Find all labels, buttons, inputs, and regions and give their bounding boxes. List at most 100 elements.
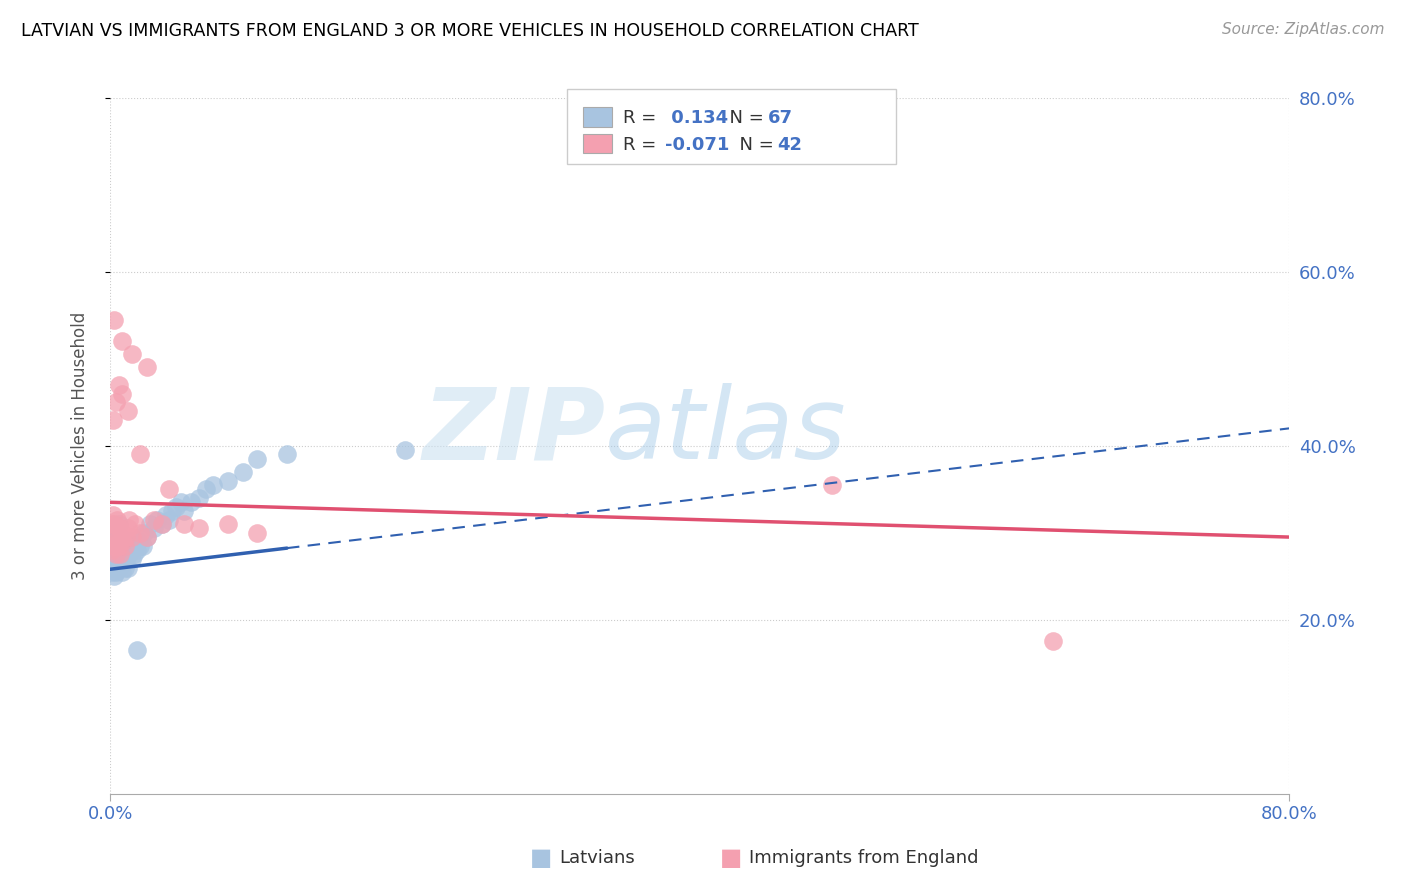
Point [103, 539, 125, 553]
Text: atlas: atlas [606, 384, 846, 480]
Point [101, 560, 124, 574]
Point [276, 447, 298, 461]
Point [107, 539, 129, 553]
Point [103, 530, 125, 544]
Point [118, 513, 141, 527]
Point [111, 565, 134, 579]
Point [135, 530, 157, 544]
Text: N =: N = [728, 136, 780, 153]
Point [217, 516, 239, 531]
Point [101, 525, 124, 540]
Point [173, 516, 195, 531]
Point [246, 525, 269, 540]
Point [124, 516, 146, 531]
Point [150, 516, 173, 531]
Point [111, 334, 134, 349]
Point [108, 539, 131, 553]
Text: 0.134: 0.134 [665, 109, 728, 127]
Point [165, 500, 187, 514]
Point [157, 482, 180, 496]
Text: Latvians: Latvians [560, 849, 636, 867]
Point [104, 525, 127, 540]
Point [129, 530, 152, 544]
Point [157, 513, 180, 527]
Point [104, 548, 127, 562]
Point [135, 530, 157, 544]
Point [394, 443, 416, 458]
Point [150, 516, 173, 531]
Point [114, 543, 136, 558]
Text: ZIP: ZIP [422, 384, 606, 480]
Point [187, 521, 209, 535]
Point [170, 495, 193, 509]
Point [111, 551, 134, 566]
Point [111, 386, 134, 401]
Point [160, 504, 183, 518]
Point [100, 539, 122, 553]
Point [100, 516, 122, 531]
Text: ■: ■ [530, 847, 553, 870]
Point [110, 548, 132, 562]
Text: 42: 42 [778, 136, 803, 153]
Point [173, 504, 195, 518]
Point [103, 556, 125, 570]
Point [112, 556, 135, 570]
Point [101, 508, 124, 523]
Point [100, 551, 122, 566]
Point [120, 543, 142, 558]
Point [122, 548, 145, 562]
Point [104, 525, 127, 540]
Point [101, 412, 124, 426]
Text: 67: 67 [768, 109, 793, 127]
Point [103, 312, 125, 326]
Point [121, 530, 143, 544]
Point [107, 530, 129, 544]
Point [103, 569, 125, 583]
Point [108, 521, 131, 535]
Point [114, 560, 136, 574]
Point [1042, 634, 1064, 648]
Text: Immigrants from England: Immigrants from England [749, 849, 979, 867]
Text: Source: ZipAtlas.com: Source: ZipAtlas.com [1222, 22, 1385, 37]
Point [115, 534, 138, 549]
Point [202, 478, 225, 492]
Point [128, 539, 150, 553]
Point [180, 495, 202, 509]
Point [127, 534, 149, 549]
Point [128, 447, 150, 461]
Point [821, 478, 844, 492]
Point [115, 551, 138, 566]
Point [112, 534, 135, 549]
Point [143, 513, 166, 527]
Point [108, 377, 131, 392]
Point [132, 525, 155, 540]
Point [118, 548, 141, 562]
Point [107, 534, 129, 549]
Point [111, 534, 134, 549]
Point [135, 360, 157, 375]
Point [187, 491, 209, 505]
Point [101, 534, 124, 549]
Point [104, 551, 127, 566]
Point [128, 525, 150, 540]
Point [107, 556, 129, 570]
Point [108, 548, 131, 562]
Point [232, 465, 254, 479]
Text: -0.071: -0.071 [665, 136, 730, 153]
Point [115, 530, 138, 544]
Text: ■: ■ [720, 847, 742, 870]
Point [101, 548, 124, 562]
Point [121, 347, 143, 361]
Point [104, 395, 127, 409]
Point [125, 543, 148, 558]
Point [125, 643, 148, 657]
Point [146, 513, 169, 527]
Point [217, 474, 239, 488]
Point [108, 516, 131, 531]
Point [111, 525, 134, 540]
Point [117, 539, 139, 553]
Text: LATVIAN VS IMMIGRANTS FROM ENGLAND 3 OR MORE VEHICLES IN HOUSEHOLD CORRELATION C: LATVIAN VS IMMIGRANTS FROM ENGLAND 3 OR … [21, 22, 920, 40]
Point [124, 539, 146, 553]
Point [194, 482, 217, 496]
Point [103, 543, 125, 558]
